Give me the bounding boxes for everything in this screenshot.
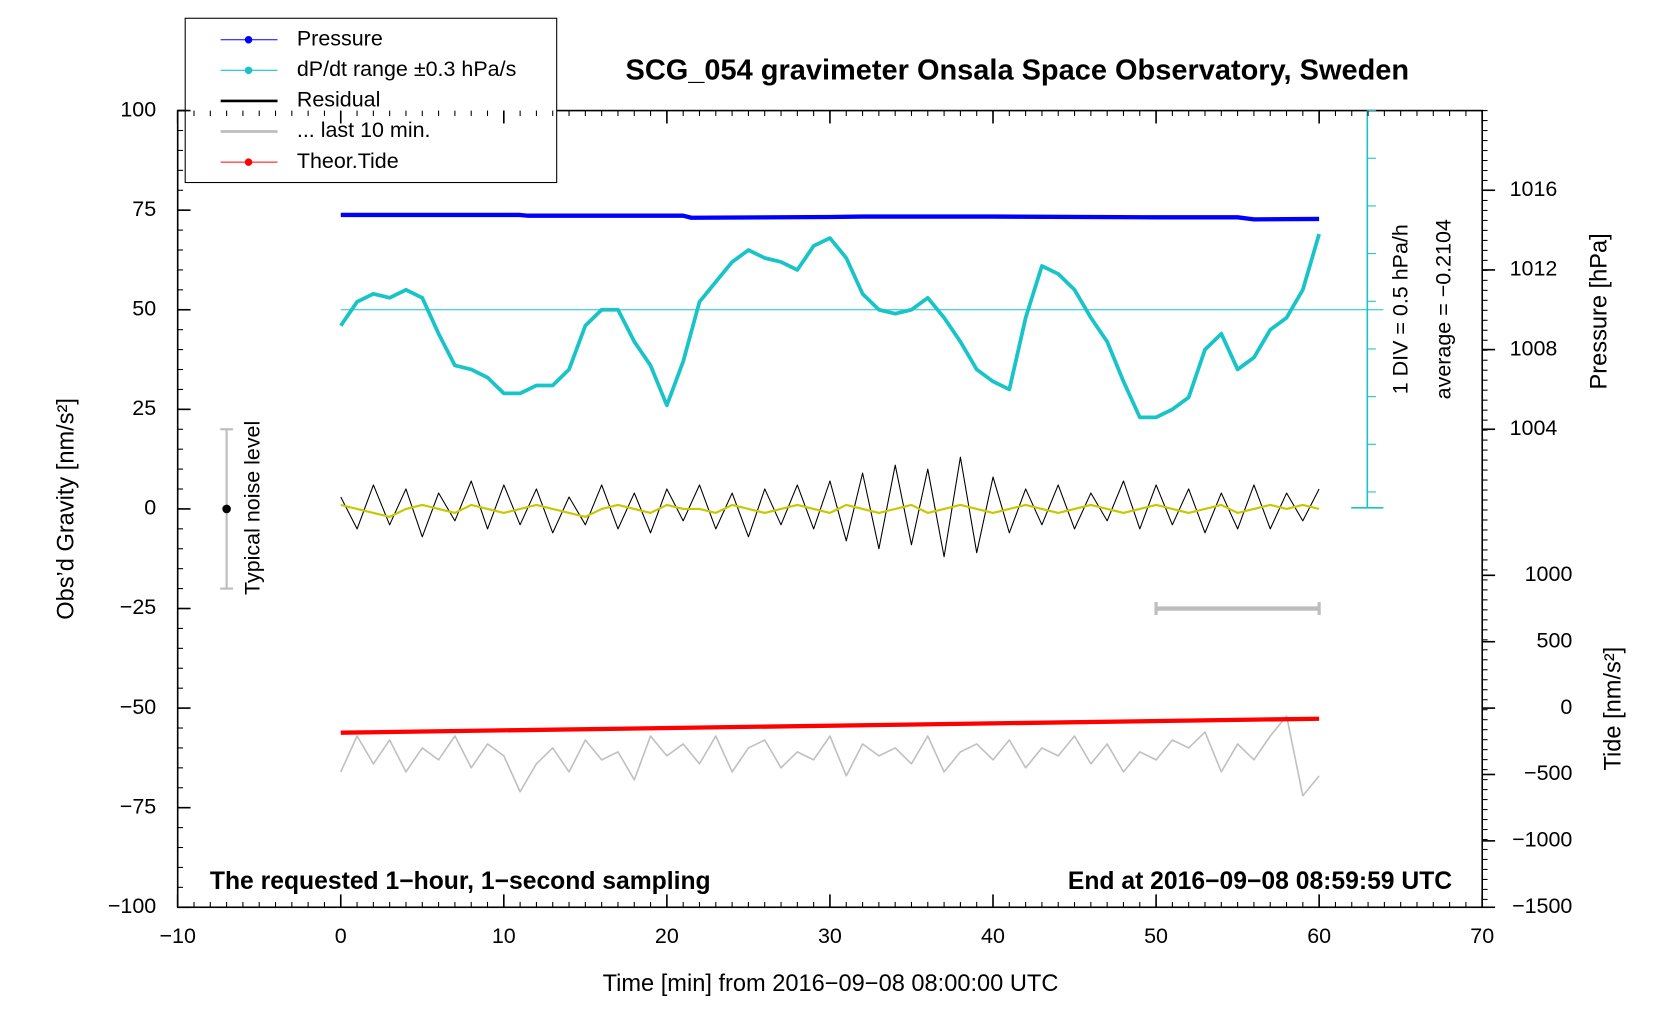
y3-axis-title: Tide [nm/s²] [1601,647,1627,771]
y3-tick-label: 1000 [1525,562,1573,586]
y-tick-label: 100 [120,97,156,121]
y3-tick-label: −500 [1524,761,1572,785]
annotation: average = −0.2104 [1431,219,1455,399]
y2-tick-label: 1008 [1510,336,1558,360]
y3-tick-label: −1000 [1512,828,1572,852]
y3-tick-label: 500 [1537,628,1573,652]
y-tick-label: −75 [120,794,156,818]
y3-tick-label: −1500 [1512,894,1572,918]
x-axis-title: Time [min] from 2016−09−08 08:00:00 UTC [603,971,1059,997]
legend-label: Pressure [297,26,383,50]
series-line [340,503,1320,518]
y-tick-label: 25 [132,396,156,420]
y-tick-label: 0 [144,496,156,520]
y2-axis-title: Pressure [hPa] [1587,233,1613,389]
y-tick-label: −50 [120,695,156,719]
legend-marker [244,66,253,75]
legend-label: dP/dt range ±0.3 hPa/s [297,57,516,81]
x-tick-label: 30 [818,924,842,948]
y3-tick-label: 0 [1560,695,1572,719]
series-line [340,715,1320,797]
x-tick-label: 20 [655,924,679,948]
y-axis-title: Obs’d Gravity [nm/s²] [53,398,79,620]
y2-tick-label: 1016 [1510,177,1558,201]
x-tick-label: 50 [1144,924,1168,948]
y-tick-label: 75 [132,197,156,221]
y-tick-label: −100 [108,894,156,918]
series-line [340,716,1320,735]
annotation: End at 2016−09−08 08:59:59 UTC [1068,868,1452,895]
y2-tick-label: 1004 [1510,416,1558,440]
y-tick-label: 50 [132,296,156,320]
series-line [340,212,1320,222]
noise-label: Typical noise level [241,421,265,595]
legend-marker [244,35,253,44]
series-line [339,233,1321,420]
legend-label: Theor.Tide [297,149,399,173]
annotation: The requested 1−hour, 1−second sampling [210,868,711,895]
noise-center [222,504,231,514]
y-tick-label: −25 [120,595,156,619]
legend-label: ... last 10 min. [297,118,431,142]
x-tick-label: 10 [492,924,516,948]
y2-tick-label: 1012 [1510,257,1558,281]
legend-label: Residual [297,88,381,112]
x-tick-label: 70 [1470,924,1494,948]
annotation: 1 DIV = 0.5 hPa/h [1388,224,1412,394]
x-tick-label: 40 [981,924,1005,948]
x-tick-label: 0 [335,924,347,948]
legend-marker [244,158,253,166]
series-line [340,456,1320,558]
chart-title: SCG_054 gravimeter Onsala Space Observat… [626,55,1410,87]
x-tick-label: −10 [159,924,195,948]
x-tick-label: 60 [1307,924,1331,948]
